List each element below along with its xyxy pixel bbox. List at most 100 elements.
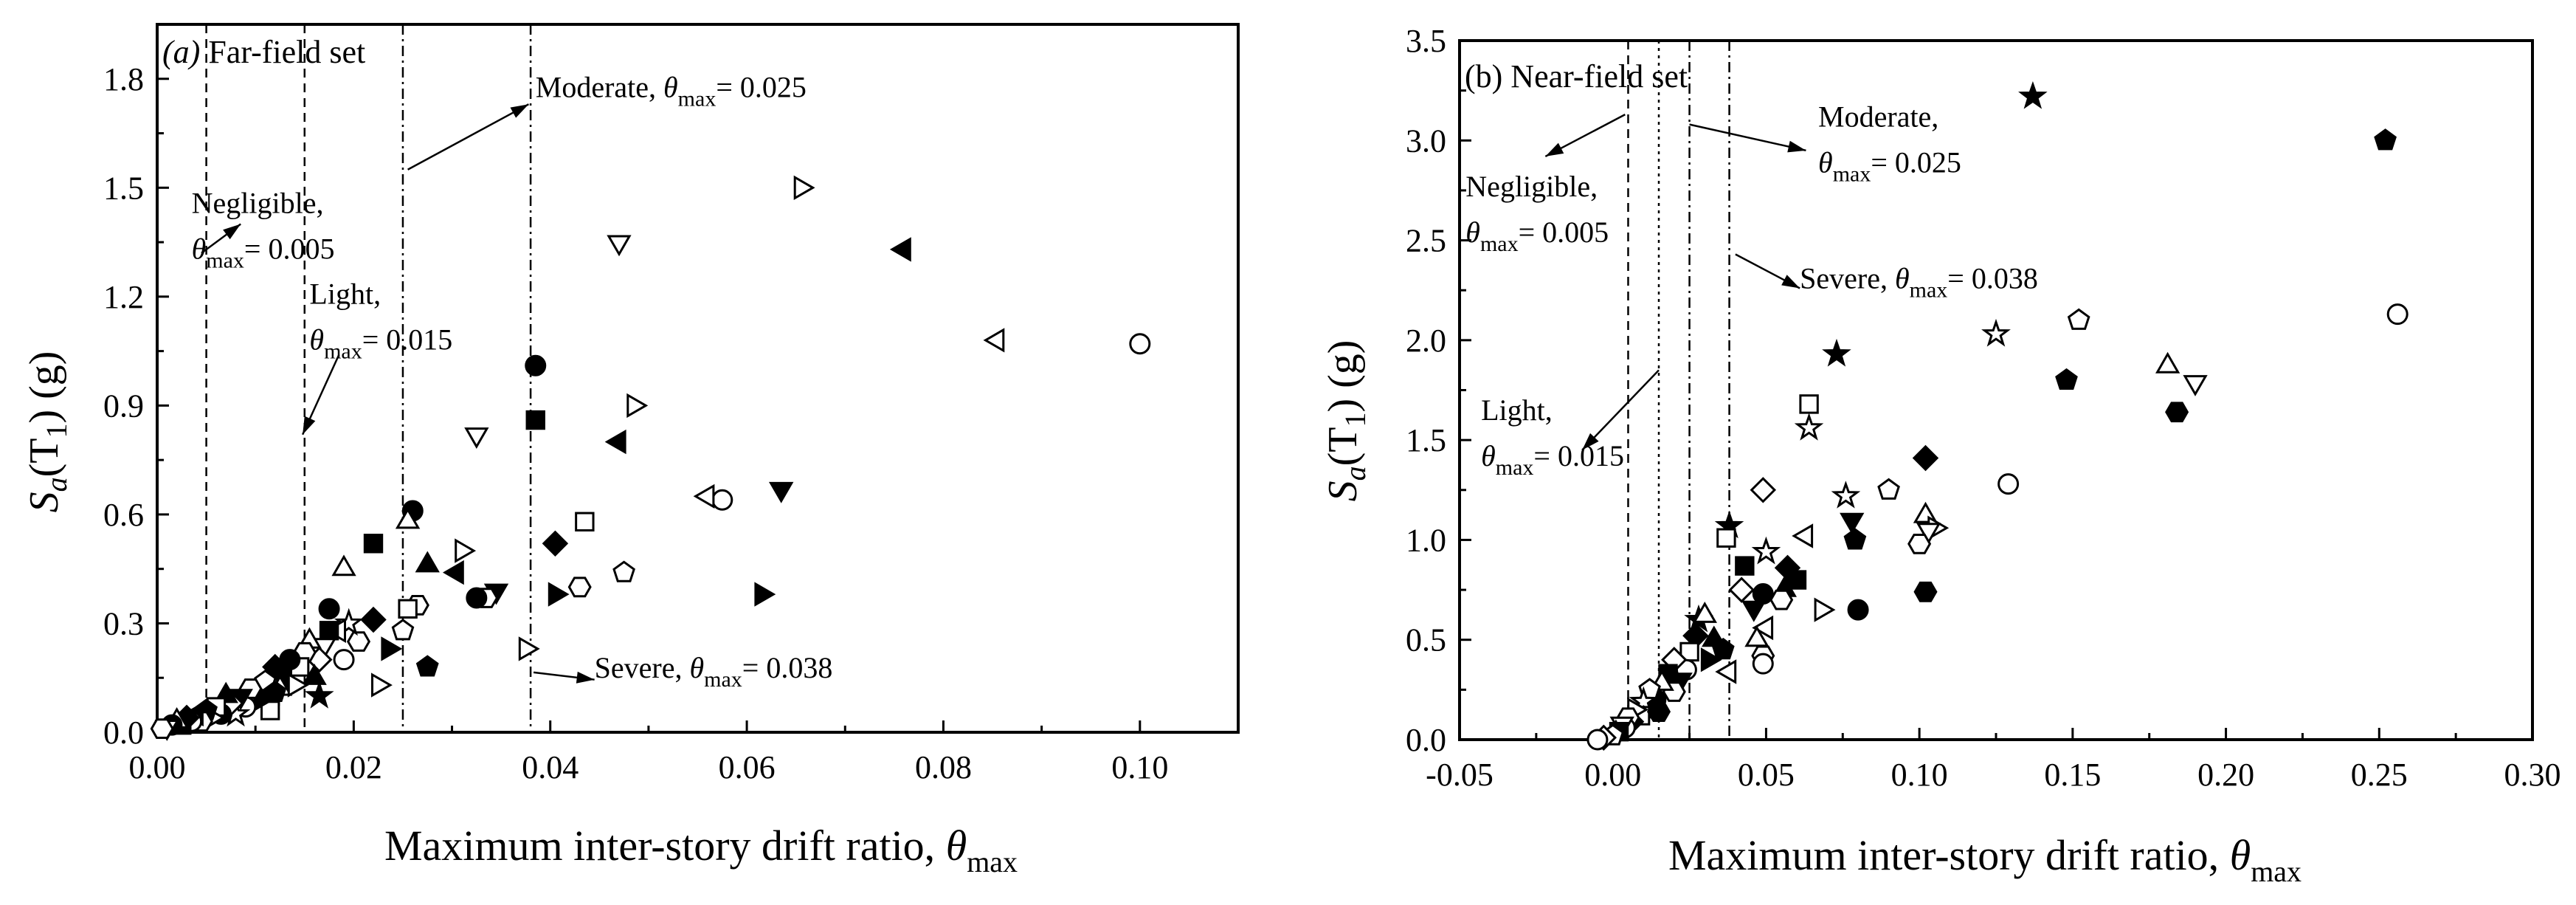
panel-b-data-point (1646, 701, 1671, 722)
panel-a-title: (a) Far-field set (162, 34, 365, 70)
panel-a-data-point (415, 655, 439, 677)
panel-b-data-point (1715, 659, 1737, 684)
panel-a-y-tick-label: 1.2 (103, 279, 144, 315)
panel-a-data-point (548, 582, 570, 607)
panel-a-data-point (333, 649, 355, 671)
panel-a-y-tick-label: 0.3 (103, 605, 144, 641)
panel-b-data-point (1752, 615, 1774, 641)
panel-a-data-point (415, 551, 440, 573)
panel-b-data-point (1735, 556, 1755, 576)
panel-b-annotation-1-line-0: Moderate, (1818, 100, 1938, 133)
panel-a-x-tick-label: 0.00 (129, 749, 186, 785)
panel-b-data-point (1700, 647, 1722, 672)
panel-a-data-point (319, 621, 339, 641)
panel-a-data-point (466, 587, 488, 609)
panel-b-plot-frame (1458, 39, 2534, 741)
panel-b-data-point (1741, 600, 1767, 622)
panel-a-data-point (443, 560, 464, 585)
panel-a-data-point (363, 534, 384, 554)
panel-b-data-point (1981, 318, 2011, 347)
panel-a-annotation-1-line-0: Light, (309, 278, 381, 311)
panel-a-data-point (542, 530, 569, 557)
panel-a-data-point (518, 636, 540, 661)
panel-b-data-point (1840, 512, 1865, 534)
panel-b-annotation-3-line-1: θmax= 0.015 (1481, 439, 1624, 480)
panel-b-x-axis-label: Maximum inter-story drift ratio, θmax (1668, 831, 2302, 888)
panel-b-near-field: (b) Near-field set Sa(T1) (g) Maximum in… (1320, 23, 2561, 888)
panel-a-data-point (263, 680, 287, 702)
panel-a-data-point (381, 636, 403, 661)
panel-b-data-point (2067, 308, 2090, 330)
panel-a-data-point (464, 427, 489, 450)
panel-a-data-point (754, 582, 776, 607)
panel-b-annotation-2-arrow-head (1781, 275, 1800, 289)
panel-a-annotation-2-arrow-line (407, 103, 530, 171)
panel-b-annotation-0-line-1: θmax= 0.005 (1465, 216, 1609, 256)
panel-b-data-point (1913, 581, 1938, 602)
panel-b-data-point (1843, 528, 1867, 550)
panel-b-data-point (1786, 570, 1807, 590)
panel-b-x-tick-label: 0.25 (2351, 757, 2408, 793)
panel-b-annotation-1-arrow-line (1689, 123, 1806, 152)
panel-a-y-tick-label: 0.6 (103, 497, 144, 533)
panel-b-data-point (1716, 528, 1736, 548)
panel-a-data-point (693, 484, 715, 509)
panel-b-data-point (2183, 375, 2208, 396)
panel-a-x-tick-label: 0.08 (915, 749, 972, 785)
panel-b-data-point (1799, 394, 1819, 414)
panel-a-data-point (575, 512, 595, 531)
panel-a-data-point (604, 429, 626, 455)
panel-b-x-tick-label: 0.15 (2044, 757, 2101, 793)
panel-a-x-tick-label: 0.04 (522, 749, 579, 785)
panel-a-annotation-0-line-0: Negligible, (192, 187, 324, 220)
panel-b-data-point (1750, 477, 1777, 503)
panel-a-y-tick-label: 1.8 (103, 61, 144, 97)
panel-b-y-tick-label: 2.5 (1406, 223, 1446, 259)
panel-b-data-point (2055, 368, 2078, 390)
panel-a-data-point (371, 672, 393, 698)
panel-a-data-point (304, 681, 334, 709)
panel-b-x-tick-label: -0.05 (1426, 757, 1494, 793)
panel-a-data-point (525, 354, 547, 376)
panel-b-data-point (1752, 582, 1774, 605)
panel-a-data-point (398, 599, 418, 619)
panel-b-data-point (1586, 729, 1609, 751)
panel-b-data-point (1752, 653, 1774, 675)
panel-a-y-axis-label: Sa(T1) (g) (21, 351, 73, 513)
panel-a-annotation-2-line-0: Moderate, θmax= 0.025 (536, 70, 807, 111)
panel-a-x-axis-label: Maximum inter-story drift ratio, θmax (384, 822, 1018, 878)
panel-a-x-tick-label: 0.10 (1111, 749, 1168, 785)
panel-b-data-point (1822, 338, 1851, 367)
panel-b-x-tick-label: 0.00 (1584, 757, 1641, 793)
panel-a-data-point (626, 393, 649, 419)
panel-a-data-point (768, 481, 794, 503)
panel-a-data-point (793, 175, 815, 200)
panel-a-data-point (889, 237, 911, 262)
panel-b-data-point (2386, 303, 2408, 326)
panel-b-data-point (1769, 589, 1794, 610)
panel-b-x-tick-label: 0.20 (2197, 757, 2254, 793)
panel-b-data-point (1877, 478, 1900, 500)
panel-b-data-point (1711, 638, 1735, 660)
panel-a-y-tick-label: 0.0 (103, 715, 144, 751)
panel-a-x-tick-label: 0.02 (325, 749, 382, 785)
panel-a-data-point (287, 672, 309, 698)
panel-b-data-point (1744, 625, 1769, 647)
panel-b-data-point (2165, 402, 2189, 423)
panel-b-data-point (2155, 351, 2180, 374)
panel-b-data-point (1847, 599, 1869, 621)
panel-a-annotation-3-arrow-head (576, 671, 595, 684)
panel-a-y-tick-label: 0.9 (103, 388, 144, 424)
panel-a-far-field: (a) Far-field set Sa(T1) (g) Maximum int… (21, 23, 1240, 878)
panel-a-data-point (331, 554, 356, 577)
panel-a-data-point (612, 560, 635, 582)
panel-b-data-point (1792, 523, 1814, 548)
panel-b-data-point (2374, 128, 2397, 151)
panel-b-y-tick-label: 3.0 (1406, 123, 1446, 159)
panel-b-annotation-0-line-0: Negligible, (1465, 170, 1598, 203)
panel-b-data-point (1728, 577, 1755, 603)
panel-b-y-tick-label: 0.5 (1406, 622, 1446, 658)
panel-a-data-point (983, 328, 1005, 353)
panel-b-x-tick-label: 0.10 (1891, 757, 1948, 793)
